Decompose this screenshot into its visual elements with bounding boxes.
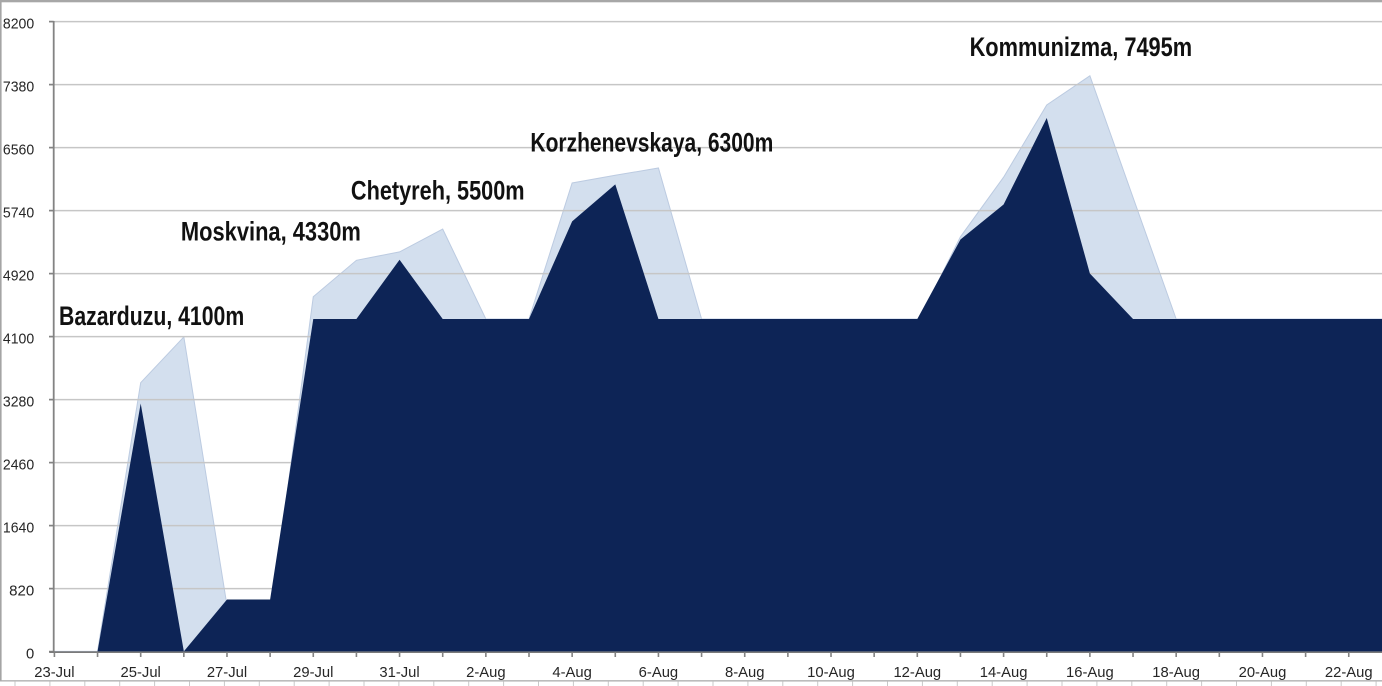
svg-text:4920: 4920 bbox=[3, 269, 34, 285]
svg-text:0: 0 bbox=[26, 647, 34, 663]
svg-text:25-Jul: 25-Jul bbox=[121, 665, 161, 681]
svg-text:10-Aug: 10-Aug bbox=[807, 665, 855, 681]
svg-text:820: 820 bbox=[9, 584, 34, 600]
svg-text:5740: 5740 bbox=[3, 206, 34, 222]
svg-text:18-Aug: 18-Aug bbox=[1152, 665, 1200, 681]
svg-text:20-Aug: 20-Aug bbox=[1239, 665, 1287, 681]
svg-text:Korzhenevskaya, 6300m: Korzhenevskaya, 6300m bbox=[530, 127, 773, 157]
svg-text:Bazarduzu, 4100m: Bazarduzu, 4100m bbox=[59, 301, 244, 331]
svg-text:22-Aug: 22-Aug bbox=[1325, 665, 1373, 681]
svg-text:1640: 1640 bbox=[3, 521, 34, 537]
svg-text:23-Jul: 23-Jul bbox=[34, 665, 74, 681]
svg-text:Moskvina, 4330m: Moskvina, 4330m bbox=[181, 217, 361, 247]
svg-text:2460: 2460 bbox=[3, 458, 34, 474]
svg-text:8200: 8200 bbox=[3, 17, 34, 33]
svg-text:Kommunizma, 7495m: Kommunizma, 7495m bbox=[970, 32, 1193, 62]
svg-text:3280: 3280 bbox=[3, 395, 34, 411]
svg-text:31-Jul: 31-Jul bbox=[379, 665, 419, 681]
svg-text:8-Aug: 8-Aug bbox=[725, 665, 765, 681]
svg-text:14-Aug: 14-Aug bbox=[980, 665, 1028, 681]
svg-text:29-Jul: 29-Jul bbox=[293, 665, 333, 681]
svg-text:6-Aug: 6-Aug bbox=[639, 665, 679, 681]
svg-text:16-Aug: 16-Aug bbox=[1066, 665, 1114, 681]
svg-text:7380: 7380 bbox=[3, 80, 34, 96]
svg-text:12-Aug: 12-Aug bbox=[893, 665, 941, 681]
svg-text:2-Aug: 2-Aug bbox=[466, 665, 506, 681]
svg-text:4-Aug: 4-Aug bbox=[552, 665, 592, 681]
svg-text:Chetyreh, 5500m: Chetyreh, 5500m bbox=[351, 176, 525, 206]
svg-text:6560: 6560 bbox=[3, 143, 34, 159]
svg-text:27-Jul: 27-Jul bbox=[207, 665, 247, 681]
svg-text:4100: 4100 bbox=[3, 332, 34, 348]
